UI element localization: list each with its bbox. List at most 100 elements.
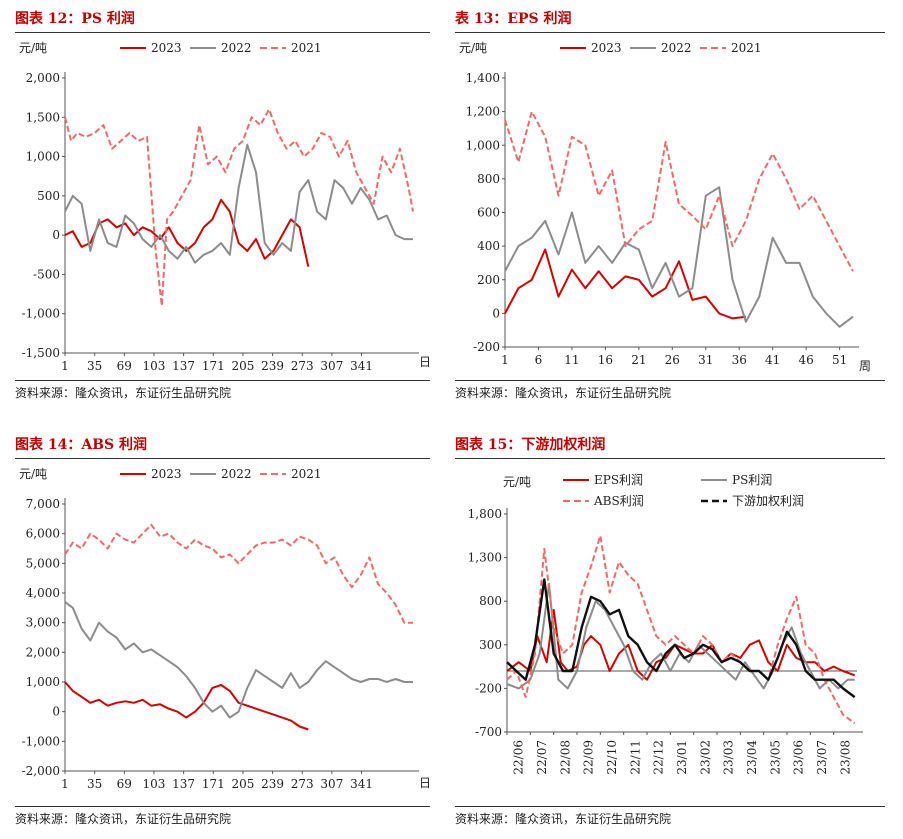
y-tick-label: 1,000	[26, 150, 60, 164]
y-tick-label: -1,000	[22, 734, 60, 748]
source-note: 资料来源：隆众资讯，东证衍生品研究院	[15, 812, 232, 826]
legend-label-y2022: 2022	[661, 41, 692, 55]
x-tick-label: 171	[202, 777, 225, 791]
y-tick-label: 4,000	[26, 586, 60, 600]
x-tick-label: 23/08	[838, 740, 852, 775]
series-line-weighted	[506, 578, 856, 699]
y-tick-label: 1,300	[468, 551, 502, 565]
series-line-y2022	[64, 143, 413, 264]
x-tick-label: 69	[117, 359, 132, 373]
x-tick-label: 205	[231, 777, 254, 791]
y-tick-label: 800	[479, 594, 502, 608]
panel-eps: 表 13：EPS 利润 -200 0 200 400 600 800 1,000 1,200 1…	[455, 8, 885, 403]
legend-label-y2023: EPS利润	[594, 473, 643, 487]
legend-label-y2022: 2022	[221, 467, 252, 481]
x-tick-label: 205	[231, 359, 254, 373]
x-tick-label: 22/09	[582, 740, 596, 775]
panel-abs: 图表 14：ABS 利润 -2,000 -1,000 0 1,000 2,000 3,00…	[15, 434, 430, 834]
source-rule	[15, 806, 430, 807]
source-rule	[455, 380, 885, 381]
x-tick-label: 35	[87, 359, 102, 373]
source-note: 资料来源：隆众资讯，东证衍生品研究院	[455, 386, 672, 400]
legend-label-y2023: 2023	[591, 41, 622, 55]
y-tick-label: 6,000	[26, 527, 60, 541]
series-line-y2022	[506, 582, 855, 690]
legend-label-y2022: PS利润	[732, 473, 772, 487]
x-tick-label: 51	[832, 353, 847, 367]
x-tick-label: 1	[61, 777, 69, 791]
source-note: 资料来源：隆众资讯，东证衍生品研究院	[455, 812, 672, 826]
legend-label-y2021: 2021	[291, 41, 322, 55]
legend-label-y2022: 2022	[221, 41, 252, 55]
y-axis-unit: 元/吨	[503, 475, 531, 489]
x-tick-label: 23/03	[722, 740, 736, 775]
x-tick-label: 103	[143, 777, 166, 791]
x-tick-label: 23/06	[792, 740, 806, 775]
panel-ps: 图表 12：PS 利润 -1,500 -1,000 -500 0 500 1,000 1,5…	[15, 8, 430, 403]
x-tick-label: 6	[535, 353, 543, 367]
y-tick-label: 5,000	[26, 556, 60, 570]
legend-label-y2021: ABS利润	[593, 494, 644, 508]
x-tick-label: 41	[765, 353, 780, 367]
y-axis-unit: 元/吨	[459, 41, 487, 55]
series-line-y2023	[504, 248, 747, 320]
x-tick-label: 31	[698, 353, 713, 367]
title-rule	[15, 32, 430, 33]
x-tick-label: 273	[291, 359, 314, 373]
x-tick-label: 22/07	[535, 740, 549, 775]
y-tick-label: -200	[475, 681, 502, 695]
x-tick-label: 22/08	[558, 740, 572, 775]
x-axis-unit: 周	[859, 359, 871, 373]
x-tick-label: 1	[61, 359, 69, 373]
source-note: 资料来源：隆众资讯，东证衍生品研究院	[15, 386, 232, 400]
x-tick-label: 307	[320, 777, 343, 791]
ps-profit-chart: -1,500 -1,000 -500 0 500 1,000 1,500 2,000 1 35 69…	[19, 41, 430, 373]
y-tick-label: 0	[492, 306, 500, 320]
x-tick-label: 341	[350, 777, 373, 791]
y-tick-label: 200	[477, 273, 500, 287]
x-tick-label: 21	[631, 353, 646, 367]
y-tick-label: -1,500	[22, 346, 60, 360]
y-tick-label: 0	[52, 705, 60, 719]
x-tick-label: 22/12	[652, 740, 666, 775]
y-tick-label: -500	[33, 267, 60, 281]
source-rule	[15, 380, 430, 381]
x-axis-unit: 日	[419, 776, 430, 790]
y-tick-label: 1,000	[466, 138, 500, 152]
x-tick-label: 23/07	[815, 740, 829, 775]
x-tick-label: 273	[291, 777, 314, 791]
x-tick-label: 341	[350, 359, 373, 373]
legend-label-weighted: 下游加权利润	[732, 494, 804, 508]
y-tick-label: 1,000	[26, 675, 60, 689]
y-tick-label: -200	[473, 340, 500, 354]
x-tick-label: 171	[202, 359, 225, 373]
series-line-y2023	[64, 681, 309, 731]
panel-title: 图表 14：ABS 利润	[15, 437, 148, 453]
series-line-y2021	[504, 110, 854, 272]
panel-weighted: 图表 15：下游加权利润 -700 -200 300 800 1,300 1,800 22/…	[455, 434, 885, 834]
x-tick-label: 239	[261, 777, 284, 791]
series-line-y2022	[504, 186, 854, 328]
x-tick-label: 23/02	[698, 740, 712, 775]
x-tick-label: 35	[87, 777, 102, 791]
title-rule	[15, 458, 430, 459]
panel-title: 图表 15：下游加权利润	[455, 437, 606, 453]
y-tick-label: 0	[52, 228, 60, 242]
x-tick-label: 22/10	[605, 740, 619, 775]
x-tick-label: 46	[799, 353, 814, 367]
y-tick-label: 1,800	[468, 507, 502, 521]
series-line-y2021	[64, 523, 413, 624]
x-tick-label: 16	[598, 353, 613, 367]
series-line-y2023	[64, 198, 310, 267]
abs-profit-chart: -2,000 -1,000 0 1,000 2,000 3,000 4,000 5,000 6,…	[19, 467, 430, 791]
y-tick-label: 400	[477, 239, 500, 253]
x-tick-label: 137	[172, 777, 195, 791]
panel-title: 图表 12：PS 利润	[15, 11, 135, 27]
y-axis-unit: 元/吨	[19, 467, 47, 481]
x-axis-unit: 日	[419, 355, 430, 369]
x-tick-label: 69	[117, 777, 132, 791]
y-tick-label: 300	[479, 638, 502, 652]
legend-label-y2023: 2023	[151, 467, 182, 481]
y-tick-label: 2,000	[26, 71, 60, 85]
